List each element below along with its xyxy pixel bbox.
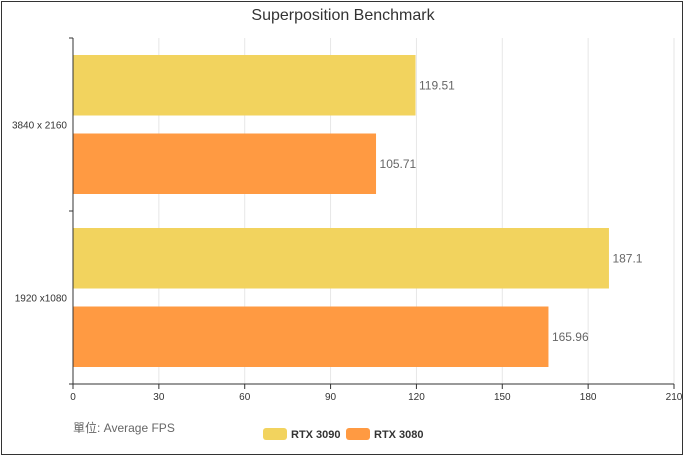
- x-tick-label: 0: [70, 392, 76, 403]
- bar: [73, 306, 549, 367]
- x-tick-label: 120: [408, 392, 425, 403]
- x-tick-label: 150: [494, 392, 511, 403]
- x-tick-label: 180: [580, 392, 597, 403]
- legend-swatch: [346, 428, 370, 440]
- legend-swatch: [263, 428, 287, 440]
- unit-note: 單位: Average FPS: [73, 420, 175, 435]
- data-label: 165.96: [552, 330, 589, 344]
- legend: RTX 3090 RTX 3080: [263, 428, 424, 441]
- data-label: 187.1: [612, 251, 642, 265]
- axes: [69, 37, 675, 389]
- legend-label: RTX 3080: [374, 429, 424, 441]
- bar: [73, 133, 377, 194]
- x-tick-labels: 0 30 60 90 120 150 180 210: [70, 392, 683, 403]
- category-label: 1920 x1080: [15, 294, 68, 305]
- x-tick-label: 30: [153, 392, 165, 403]
- legend-label: RTX 3090: [291, 429, 341, 441]
- data-labels: 119.51 105.71 187.1 165.96: [380, 78, 643, 344]
- data-label: 119.51: [419, 78, 455, 92]
- bars-group: [73, 55, 609, 367]
- category-label: 3840 x 2160: [12, 121, 67, 132]
- bar: [73, 55, 416, 116]
- x-tick-label: 90: [325, 392, 337, 403]
- x-tick-label: 210: [666, 392, 683, 403]
- chart-title: Superposition Benchmark: [251, 7, 435, 24]
- category-labels: 3840 x 2160 1920 x1080: [12, 121, 67, 305]
- x-tick-label: 60: [239, 392, 251, 403]
- bar: [73, 228, 609, 289]
- data-label: 105.71: [380, 157, 417, 171]
